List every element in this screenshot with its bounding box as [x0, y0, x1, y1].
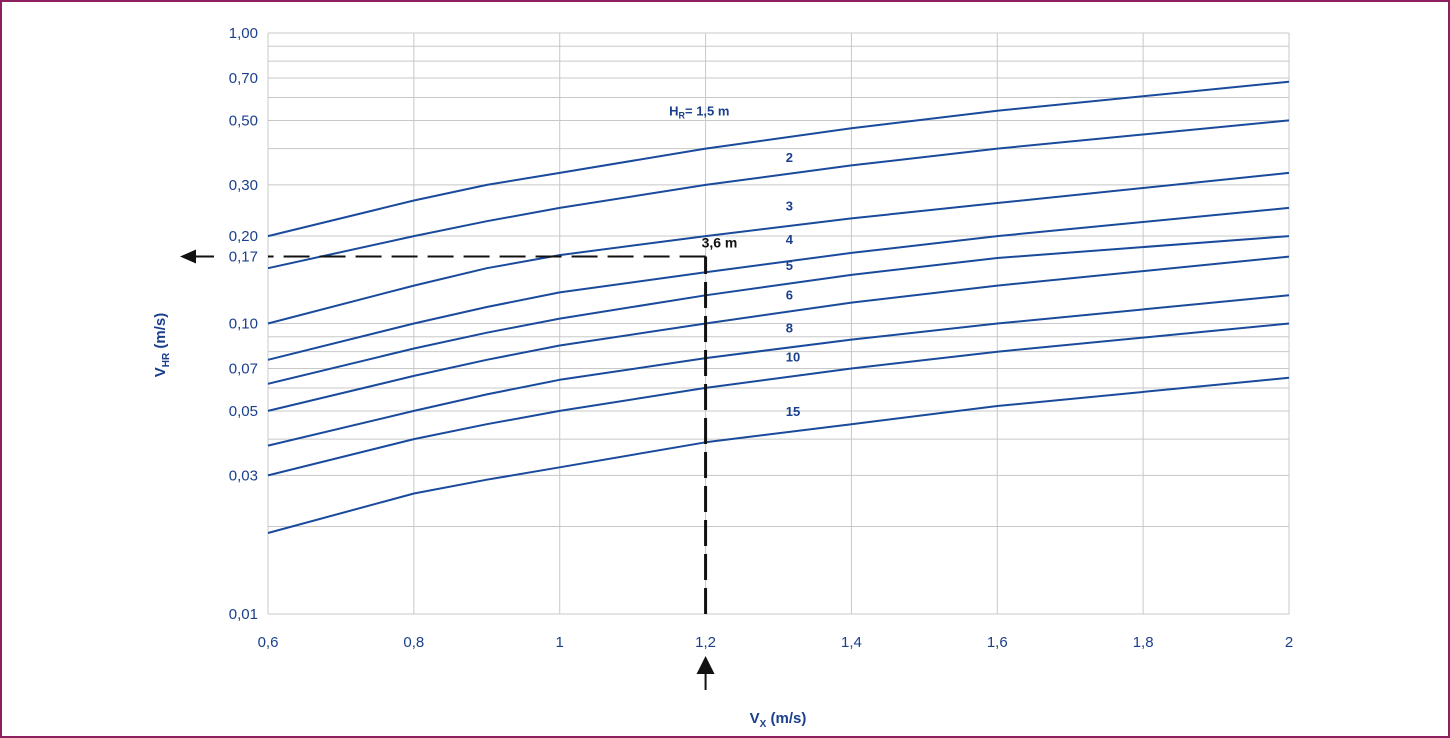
curve-label: HR= 1,5 m [669, 104, 729, 121]
y-tick-label: 0,07 [229, 360, 258, 377]
reading-annotation: 0,17 3,6 m [180, 235, 737, 690]
y-tick-label: 0,01 [229, 606, 258, 623]
y-tick-label: 0,03 [229, 467, 258, 484]
x-tick-label: 1 [556, 634, 564, 651]
reading-up-arrow-head [696, 656, 715, 674]
curve-label: 3 [786, 198, 793, 213]
x-axis-title: VX (m/s) [750, 710, 807, 730]
curve-label: 8 [786, 321, 793, 336]
curve-line [267, 255, 1290, 412]
curve-line [267, 322, 1290, 477]
x-tick-label: 2 [1285, 634, 1293, 651]
curve-label: 5 [786, 258, 793, 273]
curve-label: 15 [786, 404, 800, 419]
curve-line [267, 206, 1290, 361]
y-tick-label: 0,20 [229, 228, 258, 245]
curve-label: 2 [786, 150, 793, 165]
y-tick-label: 0,70 [229, 70, 258, 87]
x-tick-label: 1,4 [841, 634, 862, 651]
x-tick-label: 0,6 [258, 634, 279, 651]
curves [267, 80, 1290, 534]
y-tick-label: 0,05 [229, 403, 258, 420]
y-tick-label: 0,10 [229, 316, 258, 333]
curve-line [267, 376, 1290, 534]
curve-line [267, 80, 1290, 238]
reading-left-arrow-head [180, 249, 196, 264]
curve-labels: HR= 1,5 m 2 3 4 5 6 8 10 15 [669, 104, 800, 420]
curve-line [267, 171, 1290, 325]
reading-y-label-background [214, 246, 262, 267]
curve-label: 6 [786, 287, 793, 302]
grid [267, 32, 1290, 615]
x-tick-label: 1,8 [1133, 634, 1154, 651]
curve-line [267, 235, 1290, 385]
reading-point-label: 3,6 m [702, 235, 738, 251]
x-tick-label: 1,2 [695, 634, 716, 651]
curve-label: 10 [786, 349, 800, 364]
reading-y-label: 0,17 [229, 249, 258, 266]
y-tick-labels: 0,01 0,03 0,05 0,07 0,10 0,20 0,30 0,50 0,70 1,00 [229, 25, 258, 623]
curve-line [267, 119, 1290, 270]
y-tick-label: 0,30 [229, 177, 258, 194]
y-axis-title: VHR (m/s) [152, 313, 172, 377]
y-tick-label: 0,50 [229, 112, 258, 129]
y-tick-label: 1,00 [229, 25, 258, 42]
x-tick-label: 0,8 [403, 634, 424, 651]
curve-label: 4 [786, 232, 794, 247]
x-tick-label: 1,6 [987, 634, 1008, 651]
x-tick-labels: 0,6 0,8 1 1,2 1,4 1,6 1,8 2 [258, 634, 1294, 651]
curve-line [267, 294, 1290, 447]
